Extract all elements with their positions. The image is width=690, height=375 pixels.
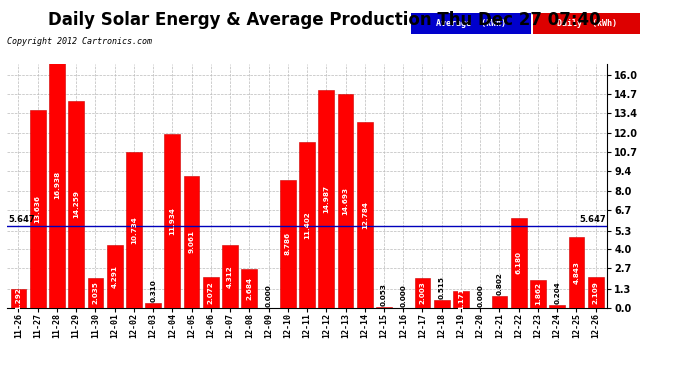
Bar — [88, 278, 103, 308]
Text: 10.734: 10.734 — [131, 216, 137, 243]
Text: 8.786: 8.786 — [285, 232, 290, 255]
Bar — [107, 245, 123, 308]
Text: 9.061: 9.061 — [188, 230, 195, 253]
Bar — [491, 296, 507, 307]
Text: 11.402: 11.402 — [304, 211, 310, 238]
Text: 0.515: 0.515 — [439, 276, 445, 299]
Bar — [376, 307, 392, 308]
Text: Daily Solar Energy & Average Production Thu Dec 27 07:40: Daily Solar Energy & Average Production … — [48, 11, 600, 29]
Bar — [184, 176, 199, 308]
Bar — [49, 62, 65, 308]
Text: 14.259: 14.259 — [73, 190, 79, 218]
Bar — [203, 278, 219, 308]
Text: 4.291: 4.291 — [112, 265, 118, 288]
Text: 13.636: 13.636 — [34, 195, 41, 223]
Text: 0.000: 0.000 — [477, 284, 483, 307]
Text: 0.204: 0.204 — [554, 281, 560, 304]
Text: 16.938: 16.938 — [54, 171, 60, 199]
Bar — [357, 122, 373, 308]
Text: 6.180: 6.180 — [515, 251, 522, 274]
Text: 1.862: 1.862 — [535, 282, 541, 306]
Bar — [588, 277, 604, 308]
Bar — [241, 268, 257, 308]
Text: 5.647: 5.647 — [580, 215, 607, 224]
Text: 0.802: 0.802 — [496, 272, 502, 295]
Text: Daily  (kWh): Daily (kWh) — [557, 19, 617, 28]
Bar — [337, 94, 353, 308]
Text: 12.784: 12.784 — [362, 201, 368, 229]
Bar — [530, 280, 546, 308]
Text: 2.684: 2.684 — [246, 276, 253, 300]
Bar — [434, 300, 450, 307]
Text: 4.843: 4.843 — [573, 261, 580, 284]
Text: 0.000: 0.000 — [400, 284, 406, 307]
Bar — [280, 180, 296, 308]
Text: 1.171: 1.171 — [458, 288, 464, 310]
Bar — [164, 134, 180, 308]
Bar — [10, 289, 26, 308]
Bar — [511, 218, 526, 308]
Text: 0.053: 0.053 — [381, 283, 387, 306]
Text: 11.934: 11.934 — [169, 207, 175, 235]
Bar — [569, 237, 584, 308]
Bar — [453, 291, 469, 308]
Text: 2.003: 2.003 — [420, 282, 426, 304]
Bar — [318, 90, 334, 308]
Text: Copyright 2012 Cartronics.com: Copyright 2012 Cartronics.com — [7, 38, 152, 46]
Text: 2.109: 2.109 — [593, 281, 599, 304]
Bar — [126, 152, 141, 308]
Text: Average  (kWh): Average (kWh) — [436, 19, 506, 28]
Text: 14.987: 14.987 — [324, 185, 329, 213]
Text: 4.312: 4.312 — [227, 265, 233, 288]
Bar — [299, 142, 315, 308]
Text: 2.072: 2.072 — [208, 281, 214, 304]
Text: 1.292: 1.292 — [15, 287, 21, 310]
Bar — [145, 303, 161, 307]
Bar — [222, 245, 238, 308]
Text: 0.000: 0.000 — [266, 284, 272, 307]
Bar — [68, 100, 84, 308]
Bar — [30, 110, 46, 308]
Bar — [415, 279, 431, 308]
Bar — [549, 304, 565, 307]
Text: 14.693: 14.693 — [342, 187, 348, 215]
Text: 0.310: 0.310 — [150, 279, 156, 302]
Text: 2.035: 2.035 — [92, 281, 99, 304]
Text: 5.647: 5.647 — [8, 215, 34, 224]
